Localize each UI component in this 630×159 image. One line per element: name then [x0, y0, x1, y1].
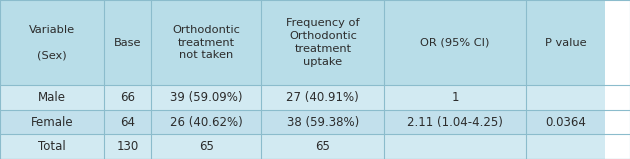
Bar: [151, 85, 261, 110]
Text: P value: P value: [544, 38, 587, 48]
Text: 66: 66: [120, 91, 135, 104]
Bar: [0, 134, 104, 159]
Text: Base: Base: [114, 38, 141, 48]
Bar: [526, 0, 605, 85]
Bar: [526, 110, 605, 134]
Bar: [151, 134, 261, 159]
Text: 64: 64: [120, 116, 135, 128]
Text: OR (95% CI): OR (95% CI): [420, 38, 490, 48]
Bar: [104, 110, 151, 134]
Bar: [384, 85, 526, 110]
Text: 26 (40.62%): 26 (40.62%): [170, 116, 243, 128]
Text: 2.11 (1.04-4.25): 2.11 (1.04-4.25): [407, 116, 503, 128]
Bar: [261, 110, 384, 134]
Text: 27 (40.91%): 27 (40.91%): [287, 91, 359, 104]
Text: Male: Male: [38, 91, 66, 104]
Text: 130: 130: [117, 140, 139, 153]
Text: 65: 65: [316, 140, 330, 153]
Bar: [0, 110, 104, 134]
Text: Frequency of
Orthodontic
treatment
uptake: Frequency of Orthodontic treatment uptak…: [286, 18, 360, 67]
Bar: [0, 85, 104, 110]
Text: 39 (59.09%): 39 (59.09%): [170, 91, 243, 104]
Bar: [261, 134, 384, 159]
Text: Variable

(Sex): Variable (Sex): [29, 25, 75, 60]
Bar: [104, 134, 151, 159]
Bar: [151, 0, 261, 85]
Text: Total: Total: [38, 140, 66, 153]
Text: Female: Female: [31, 116, 73, 128]
Text: Orthodontic
treatment
not taken: Orthodontic treatment not taken: [173, 25, 240, 60]
Text: 1: 1: [452, 91, 459, 104]
Bar: [384, 110, 526, 134]
Bar: [526, 134, 605, 159]
Bar: [104, 0, 151, 85]
Bar: [384, 134, 526, 159]
Bar: [261, 0, 384, 85]
Bar: [151, 110, 261, 134]
Bar: [104, 85, 151, 110]
Text: 0.0364: 0.0364: [545, 116, 586, 128]
Bar: [0, 0, 104, 85]
Text: 65: 65: [199, 140, 214, 153]
Bar: [526, 85, 605, 110]
Bar: [384, 0, 526, 85]
Text: 38 (59.38%): 38 (59.38%): [287, 116, 359, 128]
Bar: [261, 85, 384, 110]
